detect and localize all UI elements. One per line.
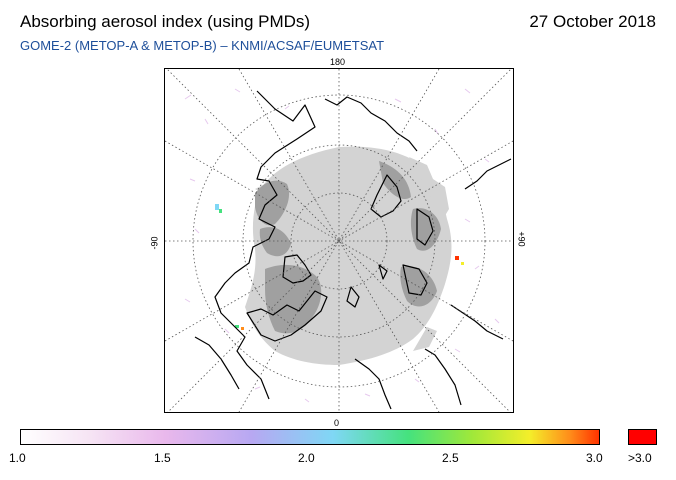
colorbar-overflow-swatch — [628, 429, 657, 445]
colorbar-tick-label: 1.0 — [9, 451, 26, 465]
colorbar-tick-label: 2.0 — [298, 451, 315, 465]
colorbar — [20, 429, 600, 445]
map-subtitle: GOME-2 (METOP-A & METOP-B) – KNMI/ACSAF/… — [20, 38, 385, 53]
map-date: 27 October 2018 — [529, 12, 656, 31]
longitude-label-bottom: 0 — [334, 418, 340, 428]
polar-map — [164, 68, 514, 413]
aerosol-speckles — [184, 88, 500, 403]
colorbar-tick-label: 2.5 — [442, 451, 459, 465]
longitude-label-left: -90 — [149, 236, 160, 250]
longitude-label-top: 180 — [330, 57, 346, 67]
longitude-label-right: +90 — [516, 231, 527, 247]
map-title: Absorbing aerosol index (using PMDs) — [20, 12, 311, 31]
colorbar-tick-label: 3.0 — [586, 451, 603, 465]
dark-land — [255, 161, 441, 334]
graticule — [165, 69, 513, 412]
no-data-region-edge — [255, 157, 449, 351]
colorbar-overflow-label: >3.0 — [628, 451, 652, 465]
aerosol-hotspots — [215, 204, 464, 330]
polar-map-canvas — [165, 69, 513, 412]
colorbar-tick-label: 1.5 — [154, 451, 171, 465]
